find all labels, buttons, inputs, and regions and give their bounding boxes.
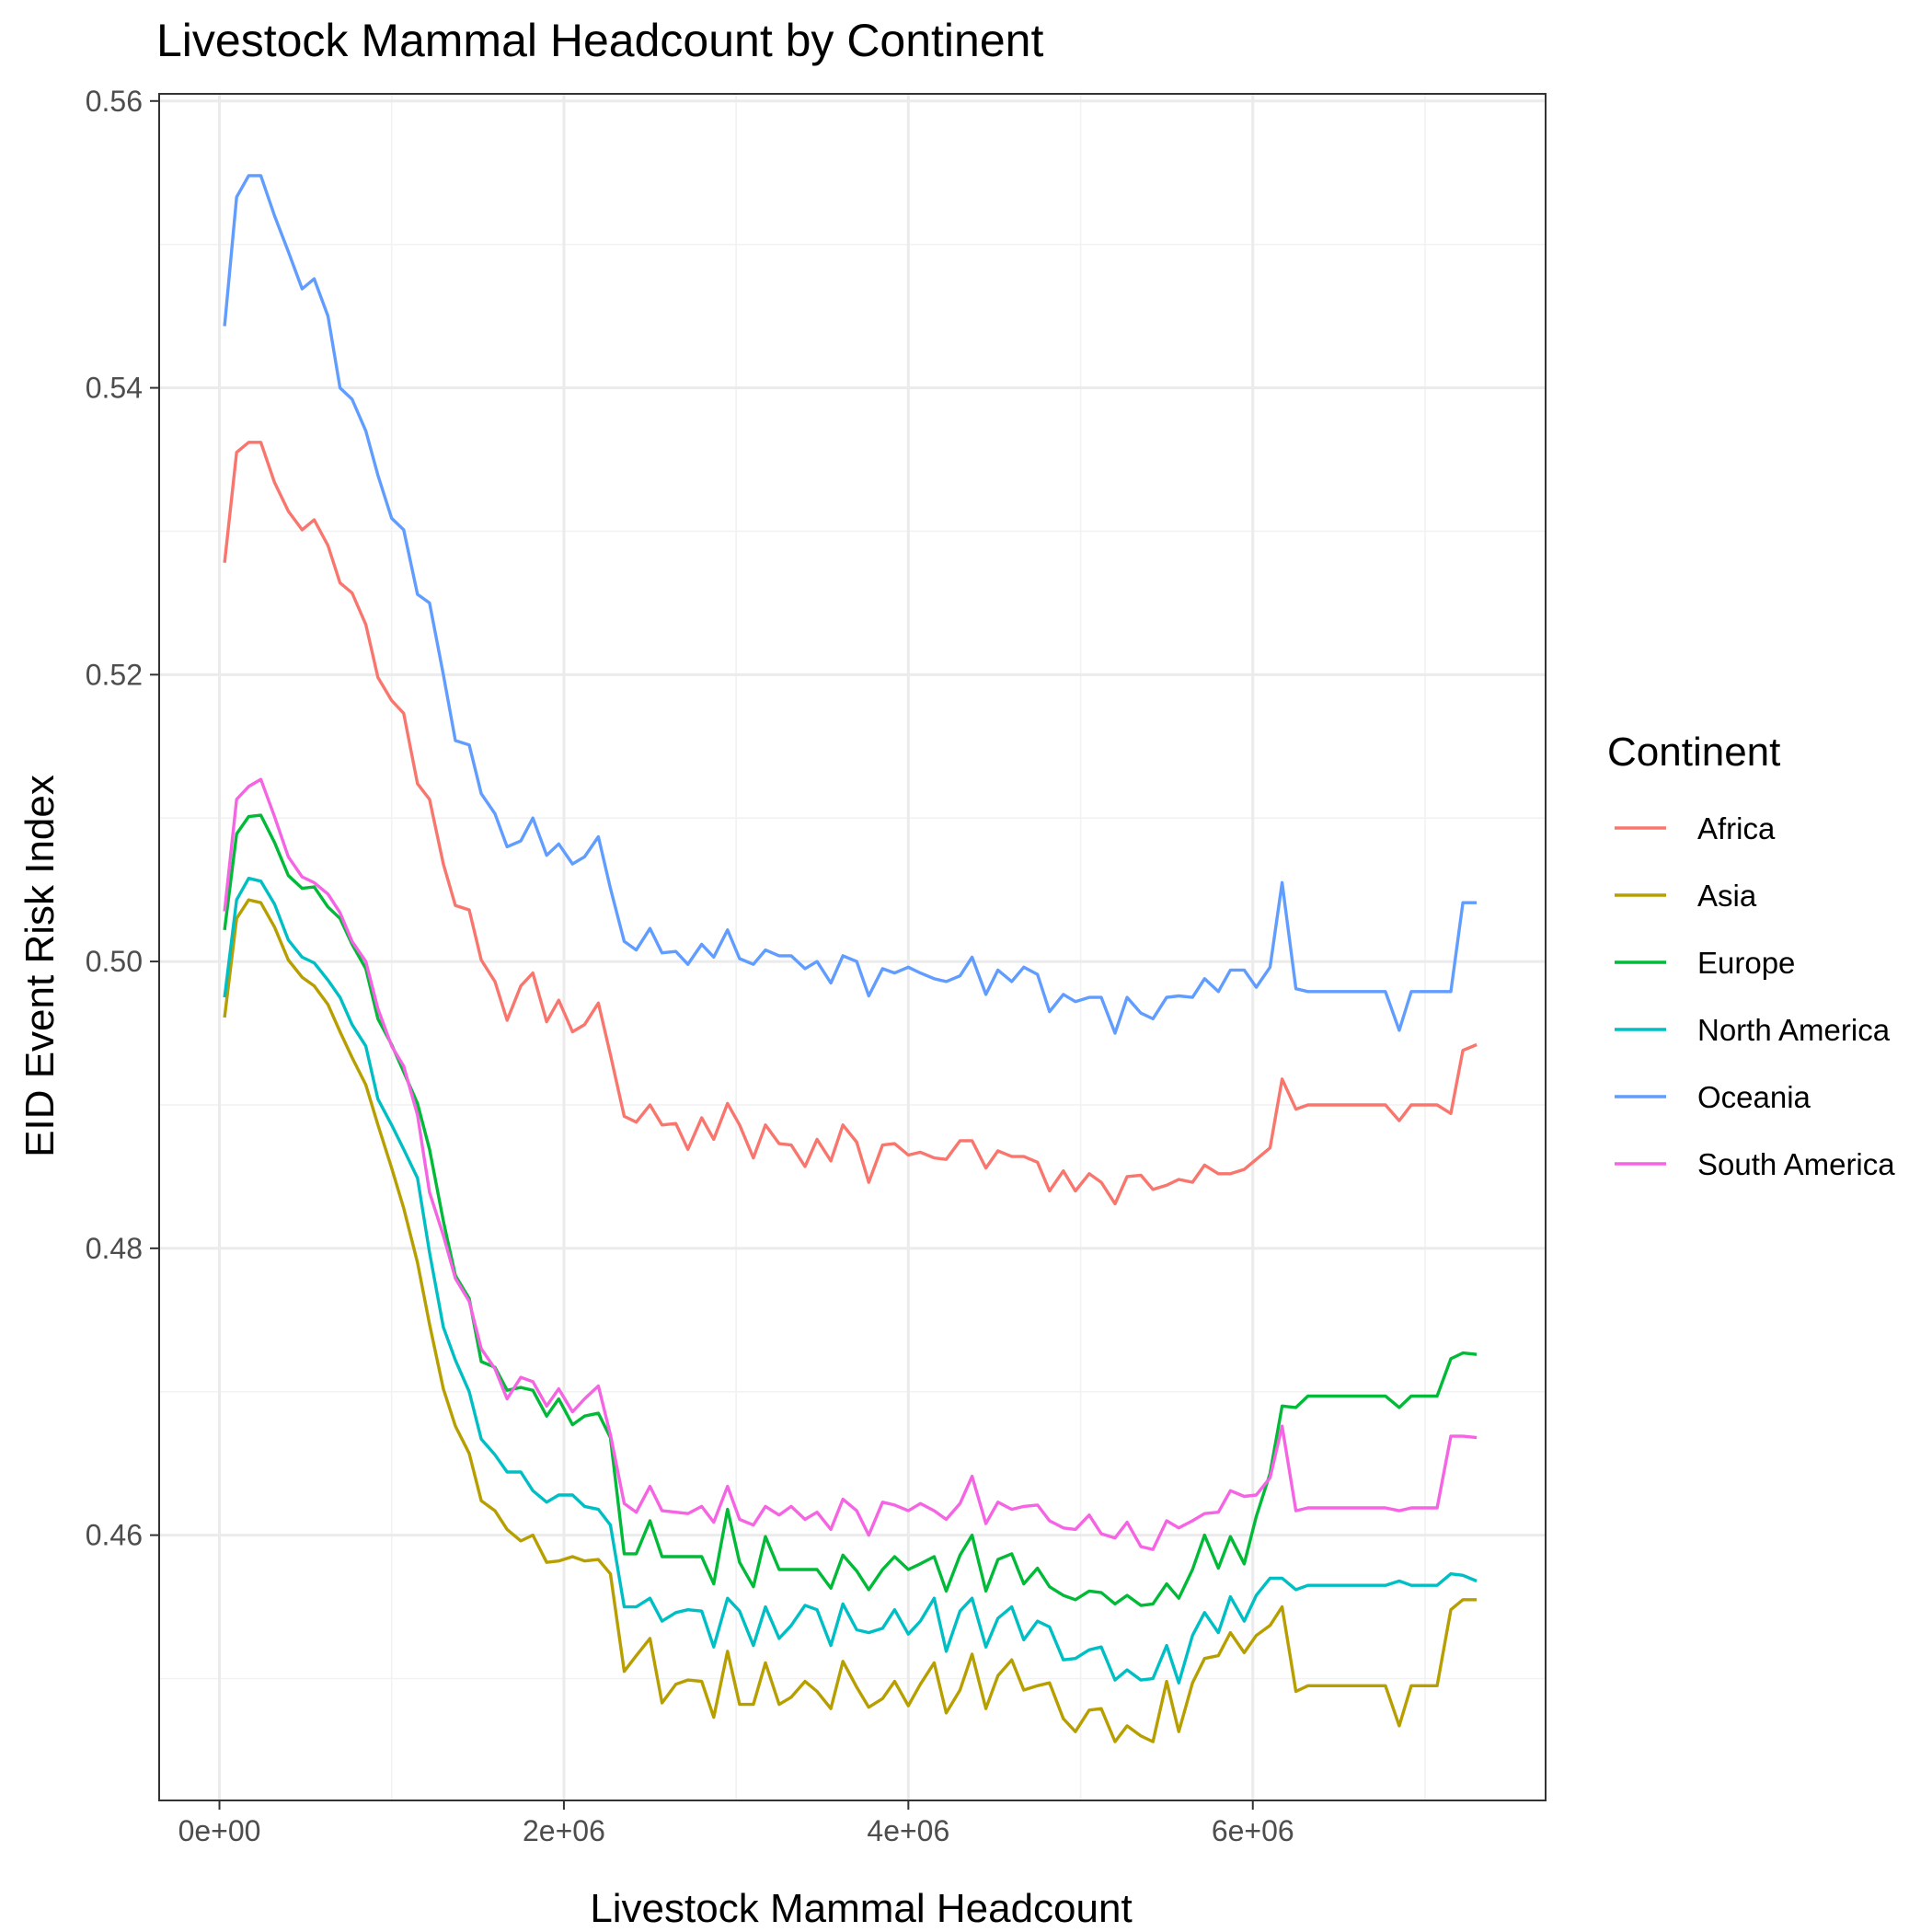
series-line-south-america bbox=[223, 777, 1478, 1551]
y-axis-title: EID Event Risk Index bbox=[17, 775, 63, 1157]
x-axis-title: Livestock Mammal Headcount bbox=[590, 1886, 1132, 1931]
y-tick-label: 0.54 bbox=[86, 372, 143, 405]
series-line-north-america bbox=[223, 877, 1478, 1685]
series-line-africa bbox=[223, 441, 1478, 1206]
x-tick-label: 4e+06 bbox=[867, 1814, 949, 1847]
legend-items: Africa Asia Europe North America Oceania Sout… bbox=[1615, 811, 1895, 1181]
series-layer bbox=[223, 174, 1478, 1743]
plot-panel-border bbox=[158, 93, 1547, 1801]
y-tick-label: 0.50 bbox=[86, 945, 143, 978]
chart-title: Livestock Mammal Headcount by Continent bbox=[156, 15, 1043, 66]
legend-title: Continent bbox=[1607, 730, 1780, 775]
series-line-oceania bbox=[223, 174, 1478, 1035]
y-tick-label: 0.48 bbox=[86, 1232, 143, 1265]
x-tick-label: 2e+06 bbox=[523, 1814, 605, 1847]
legend-label-africa: Africa bbox=[1697, 811, 1776, 845]
grid bbox=[159, 94, 1546, 1800]
legend-label-asia: Asia bbox=[1697, 879, 1757, 913]
x-tick-label: 0e+00 bbox=[178, 1814, 261, 1847]
y-tick-label: 0.52 bbox=[86, 658, 143, 691]
x-tick-label: 6e+06 bbox=[1212, 1814, 1294, 1847]
y-tick-label: 0.56 bbox=[86, 85, 143, 118]
legend-label-south-america: South America bbox=[1697, 1147, 1895, 1181]
legend-label-north-america: North America bbox=[1697, 1013, 1891, 1047]
y-tick-label: 0.46 bbox=[86, 1519, 143, 1552]
series-line-asia bbox=[223, 898, 1478, 1743]
legend-label-europe: Europe bbox=[1697, 946, 1795, 980]
legend: Continent Africa Asia Europe North America O… bbox=[1607, 730, 1895, 1181]
legend-label-oceania: Oceania bbox=[1697, 1080, 1811, 1114]
axis-ticks: 0e+00 2e+06 4e+06 6e+06 0.46 0.48 0.50 0.52 0.54… bbox=[86, 85, 1294, 1847]
